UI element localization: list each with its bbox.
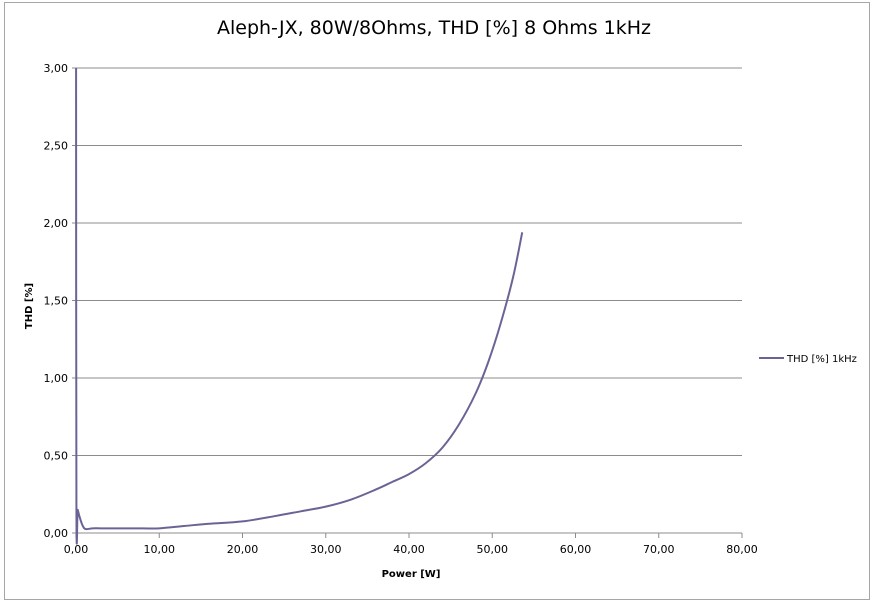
y-tick-label-5: 2,50 <box>44 140 69 153</box>
x-tick-label-4: 40,00 <box>393 543 425 556</box>
x-tick-label-7: 70,00 <box>643 543 675 556</box>
series-line-0 <box>75 67 524 545</box>
y-tick-label-3: 1,50 <box>44 295 69 308</box>
y-tick-label-2: 1,00 <box>44 372 69 385</box>
x-tick-label-5: 50,00 <box>477 543 509 556</box>
legend-label-0: THD [%] 1kHz <box>786 354 857 365</box>
chart-frame: Aleph-JX, 80W/8Ohms, THD [%] 8 Ohms 1kHz… <box>4 2 870 600</box>
x-axis-label: Power [W] <box>382 569 441 580</box>
x-tick-label-6: 60,00 <box>560 543 592 556</box>
chart-title: Aleph-JX, 80W/8Ohms, THD [%] 8 Ohms 1kHz <box>217 17 651 39</box>
y-tick-label-6: 3,00 <box>44 62 69 75</box>
y-axis-label: THD [%] <box>24 283 35 329</box>
y-tick-label-1: 0,50 <box>44 450 69 463</box>
x-tick-label-3: 30,00 <box>310 543 342 556</box>
x-tick-label-8: 80,00 <box>726 543 758 556</box>
y-tick-label-0: 0,00 <box>44 527 69 540</box>
legend: THD [%] 1kHz <box>759 354 857 365</box>
x-tick-label-0: 0,00 <box>64 543 89 556</box>
x-tick-label-1: 10,00 <box>144 543 176 556</box>
x-tick-label-2: 20,00 <box>227 543 259 556</box>
y-tick-label-4: 2,00 <box>44 217 69 230</box>
chart-svg: Aleph-JX, 80W/8Ohms, THD [%] 8 Ohms 1kHz… <box>24 17 857 580</box>
